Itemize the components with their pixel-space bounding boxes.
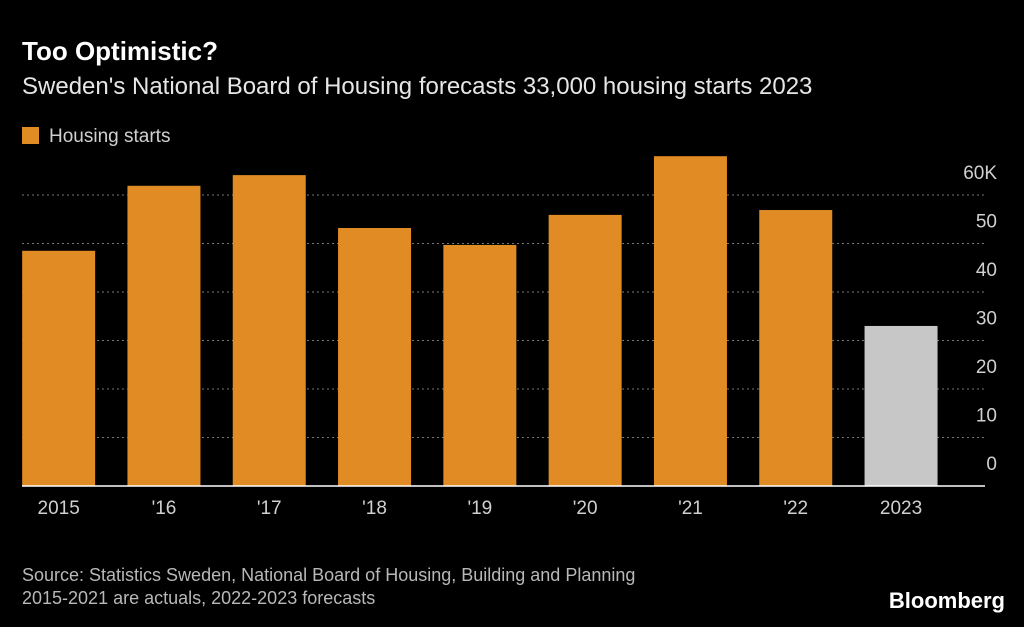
note: 2015-2021 are actuals, 2022-2023 forecas… bbox=[22, 588, 375, 608]
x-tick-label: '20 bbox=[573, 498, 598, 519]
y-tick-label: 50 bbox=[976, 212, 997, 233]
brand: Bloomberg bbox=[889, 588, 1005, 613]
bar bbox=[232, 175, 306, 487]
x-tick-label: '21 bbox=[678, 498, 703, 519]
bar bbox=[759, 210, 833, 486]
x-tick-label: '19 bbox=[467, 498, 492, 519]
bar bbox=[338, 227, 412, 487]
x-tick-label: 2015 bbox=[38, 498, 80, 519]
y-tick-label: 40 bbox=[976, 260, 997, 281]
bar bbox=[548, 214, 622, 486]
chart-title: Too Optimistic? bbox=[22, 36, 218, 66]
x-tick-label: '18 bbox=[362, 498, 387, 519]
bar bbox=[653, 156, 727, 486]
y-tick-label: 20 bbox=[976, 357, 997, 378]
x-tick-label: '17 bbox=[257, 498, 282, 519]
legend-label: Housing starts bbox=[49, 126, 170, 147]
chart-subtitle: Sweden's National Board of Housing forec… bbox=[22, 73, 812, 100]
bar bbox=[22, 250, 96, 486]
x-tick-label: 2023 bbox=[880, 498, 922, 519]
legend-swatch bbox=[22, 127, 39, 144]
x-tick-label: '22 bbox=[783, 498, 808, 519]
bar bbox=[127, 185, 201, 486]
y-tick-label: 60K bbox=[963, 163, 997, 184]
x-tick-label: '16 bbox=[152, 498, 177, 519]
bar bbox=[864, 325, 938, 486]
y-tick-label: 30 bbox=[976, 309, 997, 330]
source: Source: Statistics Sweden, National Boar… bbox=[22, 565, 635, 585]
y-tick-label: 10 bbox=[976, 406, 997, 427]
bar bbox=[443, 244, 517, 486]
y-tick-label: 0 bbox=[986, 454, 997, 475]
